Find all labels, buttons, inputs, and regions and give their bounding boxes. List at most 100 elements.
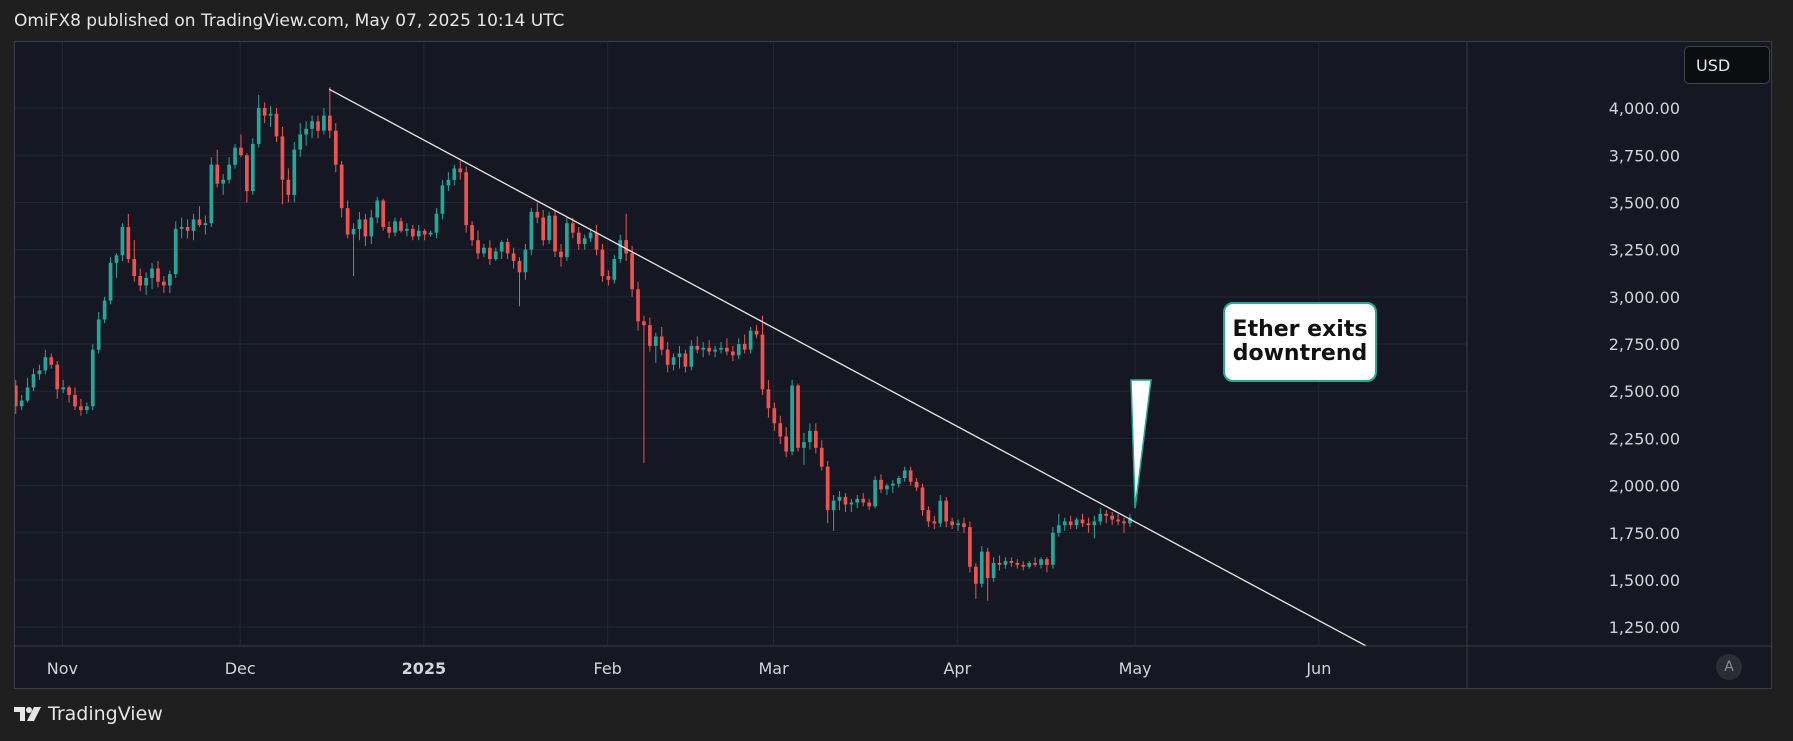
candle — [221, 174, 226, 195]
candle — [985, 547, 990, 601]
chart-panel[interactable]: 4,000.00 3,750.00 3,500.00 3,250.00 3,000.00… — [14, 41, 1772, 689]
candle-body — [748, 330, 753, 350]
candle — [476, 230, 480, 260]
candle-body — [565, 223, 569, 258]
candle — [819, 440, 824, 471]
candle — [1051, 527, 1055, 569]
candle-body — [108, 262, 113, 301]
candle-body — [493, 251, 498, 260]
candle — [879, 474, 883, 494]
candle-body — [250, 143, 255, 192]
candle-body — [973, 566, 978, 584]
candle — [547, 211, 551, 244]
candle-body — [541, 217, 546, 241]
candle — [784, 427, 789, 458]
candle — [748, 327, 753, 354]
candle — [938, 495, 943, 528]
candle-body — [434, 213, 439, 233]
candle — [399, 217, 403, 233]
y-tick-label: 3,750.00 — [1609, 146, 1680, 165]
candle — [1074, 517, 1079, 529]
candle — [950, 517, 954, 529]
candle — [191, 213, 196, 241]
candle — [375, 196, 380, 224]
candle-body — [879, 479, 883, 490]
candle — [410, 225, 415, 241]
candle — [345, 200, 350, 239]
candle-body — [191, 219, 196, 231]
candle — [144, 272, 148, 295]
candle — [576, 226, 581, 250]
candle-body — [405, 228, 409, 231]
candle — [185, 219, 190, 239]
candle — [962, 517, 966, 533]
candle-body — [357, 219, 362, 229]
candle-body — [55, 364, 60, 390]
candle — [808, 423, 812, 450]
candle-body — [120, 226, 125, 256]
candle — [138, 268, 143, 292]
candle — [363, 213, 368, 246]
candle — [588, 228, 593, 243]
candle — [499, 240, 504, 260]
candle-body — [991, 562, 996, 579]
candle-body — [766, 389, 771, 409]
candle-body — [179, 226, 184, 229]
candle-body — [476, 240, 480, 254]
candle-body — [245, 155, 249, 192]
candle — [535, 202, 540, 224]
candle-body — [1003, 561, 1008, 565]
candle-body — [339, 164, 344, 209]
candle — [956, 519, 960, 531]
candle-body — [636, 289, 640, 322]
candle-body — [162, 281, 166, 286]
candle-body — [772, 408, 777, 424]
candle — [488, 240, 492, 265]
candle-body — [333, 130, 338, 165]
candle-body — [677, 353, 682, 358]
candle — [79, 398, 83, 416]
candle — [73, 387, 77, 411]
candle-body — [375, 200, 380, 218]
candle-body — [1033, 562, 1037, 565]
candle — [179, 217, 184, 239]
candle-body — [49, 357, 54, 365]
price-chart[interactable]: 4,000.00 3,750.00 3,500.00 3,250.00 3,000.00… — [15, 42, 1771, 688]
candle — [405, 223, 409, 237]
candle — [322, 108, 326, 135]
candle-body — [985, 551, 990, 579]
candle-body — [209, 164, 214, 224]
candles — [15, 87, 1132, 601]
candle-body — [399, 221, 403, 231]
candle-body — [576, 232, 581, 244]
candle-body — [31, 374, 36, 388]
candle — [233, 143, 237, 169]
candle — [304, 121, 308, 146]
auto-scale-button[interactable]: A — [1716, 654, 1742, 680]
candle-body — [452, 168, 457, 180]
candle-body — [156, 268, 160, 282]
candle — [790, 379, 794, 456]
candle-body — [908, 470, 913, 482]
candle-body — [535, 211, 540, 218]
candle-body — [600, 249, 605, 277]
candle — [173, 221, 178, 278]
tradingview-logo[interactable]: TradingView — [14, 703, 163, 725]
candle-body — [464, 172, 468, 226]
candle-body — [96, 319, 101, 350]
candle-body — [280, 136, 285, 180]
currency-badge[interactable]: USD — [1684, 46, 1770, 84]
candle — [328, 87, 332, 139]
candle-body — [891, 483, 895, 486]
candle-body — [73, 394, 77, 407]
candle-body — [256, 108, 261, 144]
candle-body — [132, 259, 137, 277]
candle-body — [470, 225, 474, 241]
candle — [262, 102, 267, 124]
candle-body — [873, 479, 877, 507]
candle-body — [215, 164, 220, 184]
candle-body — [345, 208, 350, 235]
candle-body — [511, 253, 516, 261]
candle-body — [938, 500, 943, 524]
candle-body — [416, 230, 421, 237]
